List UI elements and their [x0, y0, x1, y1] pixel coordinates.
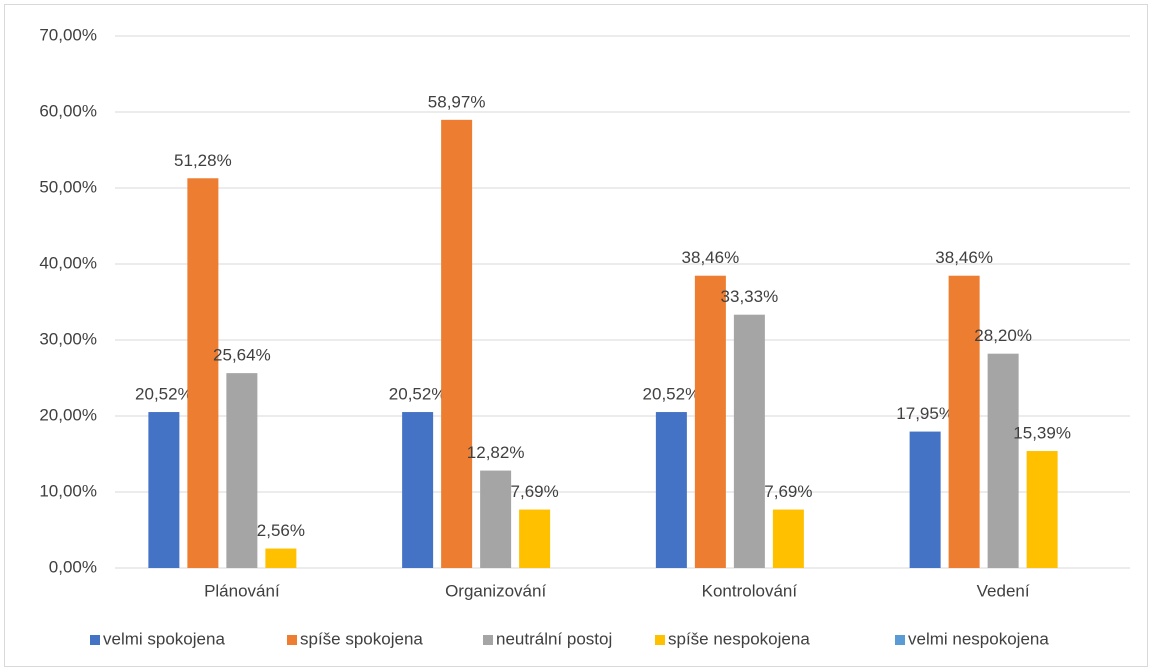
- legend-label: spíše nespokojena: [668, 629, 810, 648]
- data-label: 12,82%: [467, 443, 525, 462]
- y-tick-label: 70,00%: [39, 25, 97, 44]
- data-label: 38,46%: [935, 248, 993, 267]
- bar: [265, 548, 297, 568]
- y-tick-label: 20,00%: [39, 405, 97, 424]
- y-tick-label: 40,00%: [39, 253, 97, 272]
- legend-swatch: [655, 635, 665, 645]
- bar: [694, 275, 726, 568]
- legend-swatch: [895, 635, 905, 645]
- data-label: 38,46%: [682, 248, 740, 267]
- bar: [1026, 451, 1058, 568]
- bar: [480, 470, 512, 568]
- bar: [987, 353, 1019, 568]
- bar: [733, 314, 765, 568]
- bar: [402, 412, 434, 568]
- legend-label: spíše spokojena: [300, 629, 423, 648]
- data-label: 17,95%: [896, 404, 954, 423]
- bar: [948, 275, 980, 568]
- data-label: 20,52%: [135, 385, 193, 404]
- data-label: 7,69%: [764, 482, 812, 501]
- legend-label: velmi spokojena: [103, 629, 225, 648]
- bar: [909, 431, 941, 568]
- legend-swatch: [90, 635, 100, 645]
- bar: [226, 373, 258, 568]
- x-tick-label: Organizování: [445, 581, 546, 600]
- bar: [148, 412, 180, 568]
- data-label: 58,97%: [428, 92, 486, 111]
- bar: [187, 178, 219, 568]
- x-tick-label: Plánování: [204, 581, 280, 600]
- bar: [772, 509, 804, 568]
- y-tick-label: 10,00%: [39, 481, 97, 500]
- bar: [441, 119, 473, 568]
- data-label: 20,52%: [643, 385, 701, 404]
- x-tick-label: Vedení: [977, 581, 1030, 600]
- x-tick-label: Kontrolování: [702, 581, 798, 600]
- data-label: 51,28%: [174, 151, 232, 170]
- data-label: 15,39%: [1013, 424, 1071, 443]
- y-tick-label: 50,00%: [39, 177, 97, 196]
- legend-swatch: [287, 635, 297, 645]
- bar: [519, 509, 551, 568]
- y-tick-label: 30,00%: [39, 329, 97, 348]
- bar: [655, 412, 687, 568]
- legend-swatch: [483, 635, 493, 645]
- data-label: 20,52%: [389, 385, 447, 404]
- y-tick-label: 0,00%: [49, 557, 97, 576]
- y-tick-label: 60,00%: [39, 101, 97, 120]
- legend-label: velmi nespokojena: [908, 629, 1049, 648]
- data-label: 25,64%: [213, 346, 271, 365]
- data-label: 33,33%: [721, 287, 779, 306]
- data-label: 2,56%: [257, 521, 305, 540]
- legend-label: neutrální postoj: [496, 629, 612, 648]
- data-label: 28,20%: [974, 326, 1032, 345]
- data-label: 7,69%: [511, 482, 559, 501]
